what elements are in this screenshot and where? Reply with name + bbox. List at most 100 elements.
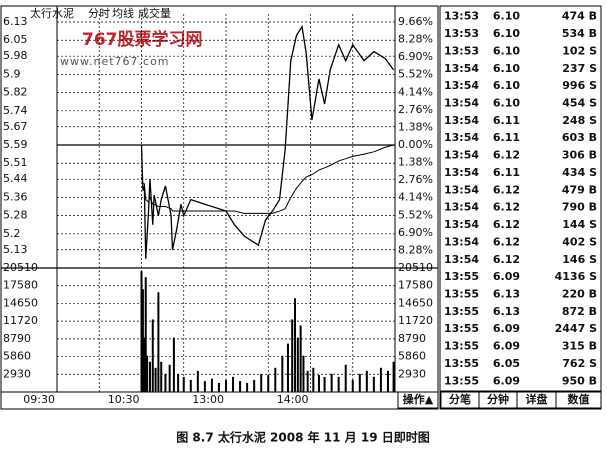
legend-price: 分时 [88,7,110,20]
volume-bar [164,373,167,392]
y2-tick-label: 0.00% [398,138,433,151]
volume-tick-label-right: 14650 [398,296,433,309]
caption: 图 8.7 太行水泥 2008 年 11 月 19 日即时图 [176,430,429,445]
trade-time: 13:54 [444,253,479,266]
volume-bar [148,361,151,392]
volume-bar [172,337,175,392]
trade-price: 6.12 [493,218,520,231]
volume-bar [151,319,154,392]
button-label[interactable]: 详盘 [526,392,548,406]
trade-volume: 454 S [562,97,597,110]
volume-bar [253,379,256,392]
trade-price: 6.12 [493,235,520,248]
trade-price: 6.09 [493,322,520,335]
trade-price: 6.11 [493,166,520,179]
button[interactable] [397,391,439,409]
trade-time: 13:54 [444,235,479,248]
volume-tick-label: 5860 [3,350,31,363]
trade-volume: 144 S [562,218,597,231]
y-tick-label: 5.98 [3,49,28,62]
button-label[interactable]: 操作▲ [403,392,434,406]
chart-frame [0,5,439,410]
trade-price: 6.11 [493,131,520,144]
volume-bar [281,355,284,392]
average-line [141,144,394,214]
volume-bar [365,370,368,392]
volume-tick-label: 14650 [3,296,38,309]
volume-tick-label-right: 17580 [398,279,433,292]
trade-price: 6.13 [493,288,520,301]
y2-tick-label: 2.76% [398,103,433,116]
trade-volume: 534 B [562,27,597,40]
y2-tick-label: 5.52% [398,68,433,81]
button[interactable] [555,391,602,409]
trade-price: 6.12 [493,183,520,196]
volume-bar [177,373,180,392]
volume-bar [246,382,249,392]
volume-bar [392,361,395,392]
trade-price: 6.11 [493,114,520,127]
trade-volume: 102 S [562,44,597,57]
volume-bar [210,378,213,392]
trade-price: 6.12 [493,149,520,162]
button-label[interactable]: 分笔 [449,392,471,406]
trade-time: 13:55 [444,305,479,318]
y-tick-label: 5.67 [3,120,28,133]
trade-time: 13:53 [444,10,479,23]
trade-time: 13:54 [444,131,479,144]
y2-tick-label: 4.14% [398,191,433,204]
y2-tick-label: 5.52% [398,208,433,221]
volume-tick-label-right: 8790 [398,332,426,345]
trade-price: 6.10 [493,27,520,40]
volume-bar [154,367,157,392]
trade-price: 6.10 [493,62,520,75]
volume-bar [239,381,242,392]
trade-volume: 479 B [562,183,597,196]
trade-volume: 220 B [562,288,597,301]
volume-bar [337,376,340,392]
y-tick-label: 5.74 [3,104,28,117]
trade-volume: 315 B [562,340,597,353]
trade-time: 13:54 [444,79,479,92]
trade-time: 13:55 [444,288,479,301]
trade-volume: 237 S [562,62,597,75]
volume-bar [372,376,375,392]
trade-time: 13:55 [444,270,479,283]
button-label[interactable]: 分钟 [487,392,509,406]
trade-volume: 603 B [562,131,597,144]
volume-bar [274,367,277,392]
y-tick-label: 5.13 [3,243,28,256]
volume-bar [140,271,143,392]
y2-tick-label: 6.90% [398,226,433,239]
y-tick-label: 6.05 [3,33,28,46]
trade-time: 13:55 [444,357,479,370]
volume-bar [141,289,144,392]
volume-tick-label-right: 11720 [398,314,433,327]
trade-volume: 146 S [562,253,597,266]
price-line [140,24,395,259]
volume-bar [144,277,147,392]
trade-price: 6.12 [493,201,520,214]
trade-time: 13:54 [444,62,479,75]
trade-time: 13:54 [444,149,479,162]
volume-bar [299,325,302,392]
watermark-title: 767股票学习网 [82,29,203,50]
y2-tick-label: 8.28% [398,243,433,256]
trade-volume: 996 S [562,79,597,92]
volume-bar [344,364,347,392]
trade-price: 6.10 [493,10,520,23]
y-tick-label: 5.59 [3,138,28,151]
trade-time: 13:53 [444,44,479,57]
x-tick-label: 14:00 [277,393,309,406]
volume-bar [146,355,149,392]
button-label[interactable]: 数值 [568,392,590,406]
volume-bar [168,364,171,392]
x-tick-label: 10:30 [108,393,140,406]
volume-bar [217,382,220,392]
volume-tick-label: 11720 [3,314,38,327]
volume-bar [260,373,263,392]
volume-bar [386,370,389,392]
volume-bar [306,370,309,392]
x-tick-label: 09:30 [23,393,55,406]
